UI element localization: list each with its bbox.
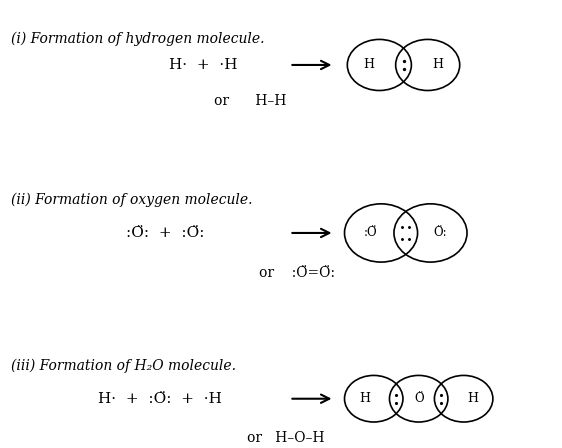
Text: H: H [364,58,375,72]
Text: Ö:: Ö: [434,226,447,240]
Text: or    :Ö=Ö:: or :Ö=Ö: [259,266,334,280]
Text: or      H–H: or H–H [214,94,286,108]
Text: or   H–O–H: or H–O–H [247,431,325,445]
Text: H: H [467,392,478,405]
Text: H·  +  ·H: H· + ·H [169,58,237,72]
Text: (i) Formation of hydrogen molecule.: (i) Formation of hydrogen molecule. [11,31,265,46]
Text: :Ö:  +  :Ö:: :Ö: + :Ö: [126,226,205,240]
Text: H·  +  :Ö:  +  ·H: H· + :Ö: + ·H [98,392,222,406]
Text: H: H [432,58,443,72]
Text: :Ö: :Ö [364,226,378,240]
Text: (ii) Formation of oxygen molecule.: (ii) Formation of oxygen molecule. [11,193,253,207]
Text: Ö: Ö [414,392,424,405]
Text: (iii) Formation of H₂O molecule.: (iii) Formation of H₂O molecule. [11,358,236,373]
Text: H: H [359,392,370,405]
